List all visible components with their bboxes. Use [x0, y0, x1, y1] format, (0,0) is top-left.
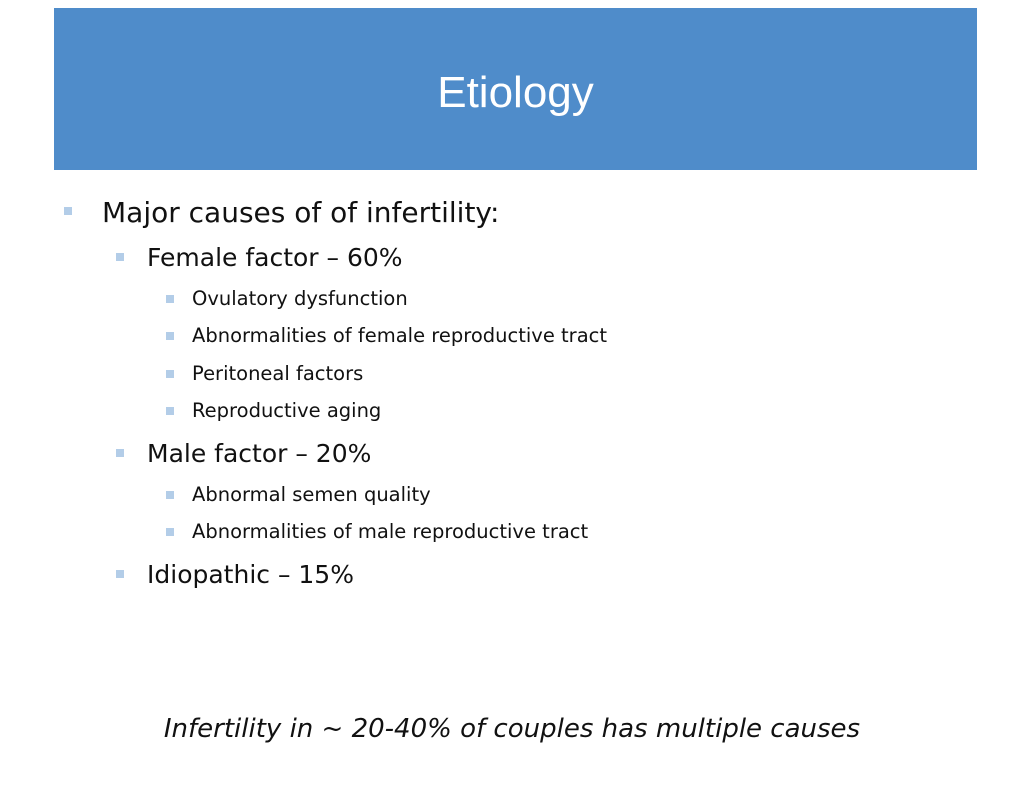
bullet-text: Male factor – 20% [147, 439, 372, 468]
slide-title: Etiology [437, 68, 594, 117]
bullet-text: Idiopathic – 15% [147, 560, 354, 589]
bullet-marker [64, 207, 72, 215]
bullet-marker [166, 491, 174, 499]
bullet-item: Idiopathic – 15% [116, 560, 354, 589]
bullet-text: Major causes of of infertility: [102, 196, 500, 229]
bullet-item: Ovulatory dysfunction [166, 287, 408, 310]
bullet-item: Reproductive aging [166, 399, 382, 422]
bullet-item: Abnormalities of male reproductive tract [166, 520, 589, 543]
bullet-marker [166, 332, 174, 340]
bullet-item: Male factor – 20% [116, 439, 372, 468]
bullet-item: Female factor – 60% [116, 243, 403, 272]
bullet-item: Major causes of of infertility: [64, 196, 500, 229]
bullet-marker [116, 253, 124, 261]
bullet-text: Female factor – 60% [147, 243, 403, 272]
bullet-marker [166, 295, 174, 303]
bullet-marker [116, 570, 124, 578]
bullet-marker [166, 528, 174, 536]
title-banner: Etiology [54, 8, 977, 170]
bullet-text: Peritoneal factors [192, 362, 364, 385]
bullet-marker [166, 370, 174, 378]
bullet-text: Abnormalities of female reproductive tra… [192, 324, 608, 347]
bullet-text: Ovulatory dysfunction [192, 287, 408, 310]
bullet-marker [166, 407, 174, 415]
bullet-item: Abnormalities of female reproductive tra… [166, 324, 608, 347]
bullet-marker [116, 449, 124, 457]
bullet-item: Peritoneal factors [166, 362, 364, 385]
bullet-text: Abnormal semen quality [192, 483, 431, 506]
bullet-text: Abnormalities of male reproductive tract [192, 520, 589, 543]
bullet-text: Reproductive aging [192, 399, 382, 422]
footnote: Infertility in ~ 20-40% of couples has m… [163, 714, 861, 744]
bullet-item: Abnormal semen quality [166, 483, 431, 506]
